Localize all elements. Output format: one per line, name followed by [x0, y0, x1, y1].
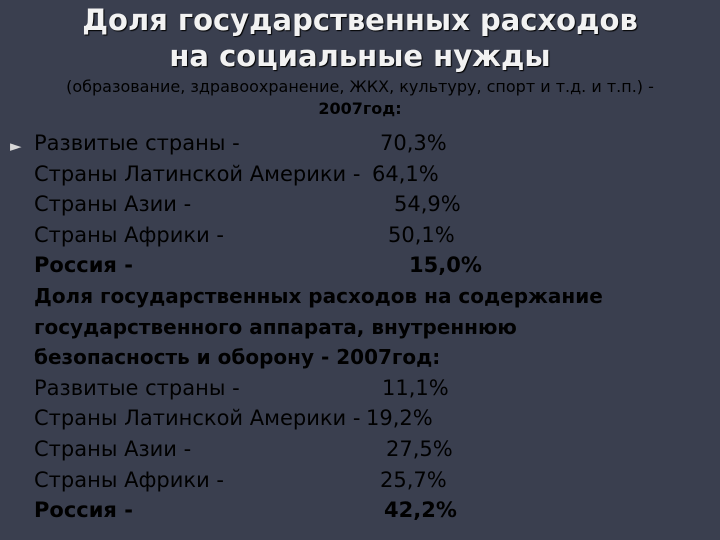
title-line-1: Доля государственных расходов: [82, 3, 638, 37]
list-item: Страны Африки - 25,7%: [34, 465, 714, 496]
content-block: Развитые страны - 70,3% Страны Латинской…: [34, 128, 714, 526]
country-label: Страны Латинской Америки -: [34, 161, 361, 186]
country-label: Страны Азии -: [34, 436, 192, 461]
list-item: Страны Латинской Америки - 19,2%: [34, 403, 714, 434]
list-item: Страны Азии - 27,5%: [34, 434, 714, 465]
percent-value: 50,1%: [388, 222, 455, 247]
title-line-2: на социальные нужды: [169, 39, 551, 73]
country-label: Страны Африки -: [34, 467, 224, 492]
country-label: Развитые страны -: [34, 375, 240, 400]
percent-value: 27,5%: [386, 436, 453, 461]
section2-heading-line-1: Доля государственных расходов на содержа…: [34, 283, 603, 308]
slide-subtitle: (образование, здравоохранение, ЖКХ, куль…: [10, 76, 710, 120]
list-item: Россия - 42,2%: [34, 495, 714, 526]
subtitle-line-1: (образование, здравоохранение, ЖКХ, куль…: [66, 77, 654, 96]
subtitle-line-2: 2007год:: [318, 99, 402, 118]
percent-value: 11,1%: [382, 375, 449, 400]
country-label: Россия -: [34, 498, 133, 523]
list-item: Россия - 15,0%: [34, 250, 714, 281]
list-item: Страны Азии - 54,9%: [34, 189, 714, 220]
country-label: Страны Латинской Америки -: [34, 406, 361, 431]
bullet-arrow-icon: ►: [10, 137, 22, 155]
list-item: Страны Латинской Америки - 64,1%: [34, 159, 714, 190]
country-label: Страны Африки -: [34, 222, 224, 247]
percent-value: 54,9%: [394, 192, 461, 217]
list-item: Развитые страны - 11,1%: [34, 373, 714, 404]
section2-heading-line-3: безопасность и оборону - 2007год:: [34, 345, 441, 370]
percent-value: 19,2%: [366, 406, 433, 431]
section2-heading-line-2: государственного аппарата, внутреннюю: [34, 314, 517, 339]
percent-value: 42,2%: [384, 498, 457, 523]
percent-value: 15,0%: [409, 253, 482, 278]
country-label: Развитые страны -: [34, 131, 240, 155]
percent-value: 25,7%: [380, 467, 447, 492]
list-item: Развитые страны - 70,3%: [34, 128, 714, 159]
country-label: Страны Азии -: [34, 192, 192, 217]
list-item: Страны Африки - 50,1%: [34, 220, 714, 251]
country-label: Россия -: [34, 253, 133, 278]
section2-heading: Доля государственных расходов на содержа…: [34, 281, 714, 373]
percent-value: 70,3%: [380, 131, 447, 155]
slide-title: Доля государственных расходов на социаль…: [0, 0, 720, 74]
percent-value: 64,1%: [372, 161, 439, 186]
